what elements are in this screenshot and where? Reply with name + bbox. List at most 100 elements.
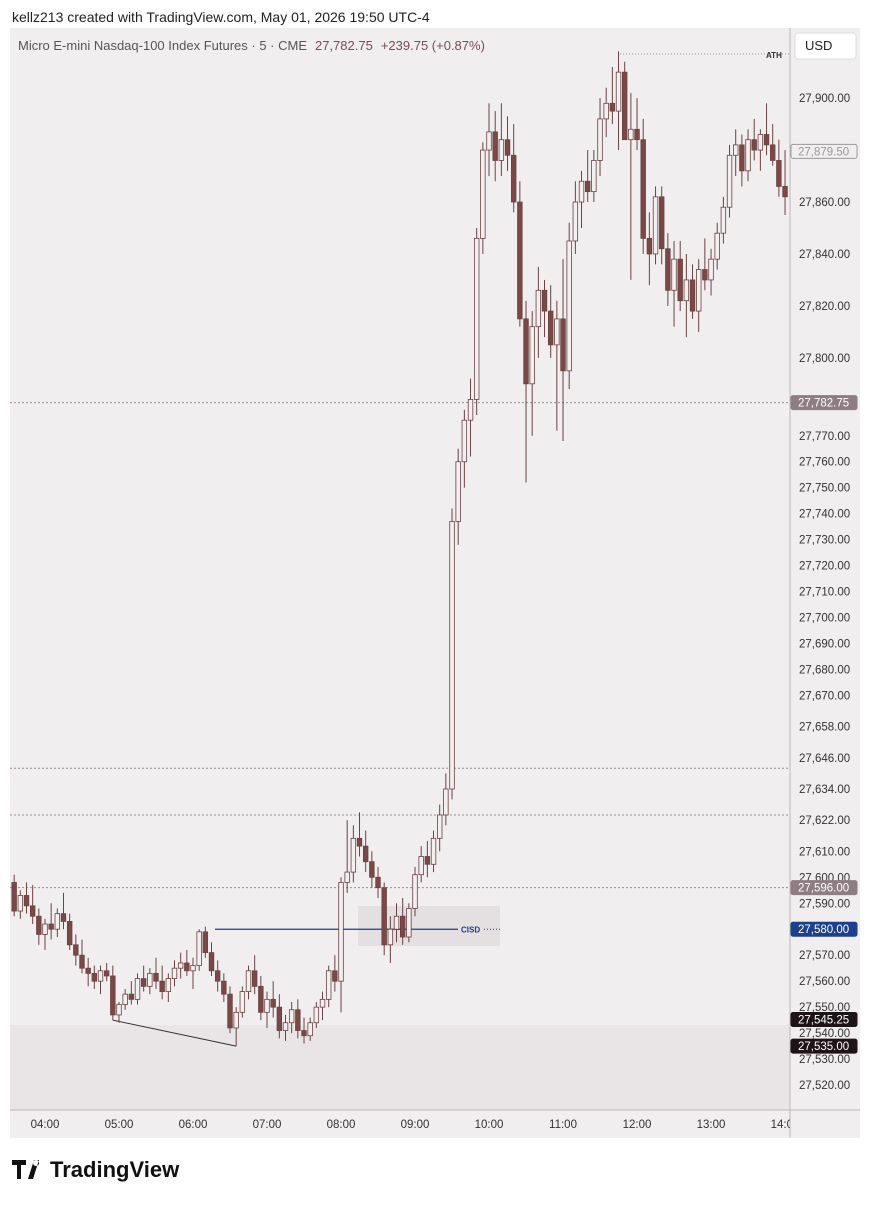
chart-panel: [10, 28, 860, 1138]
candle-body: [634, 128, 640, 141]
y-tick-label: 27,658.00: [799, 722, 850, 734]
y-tick-label: 27,700.00: [799, 613, 850, 625]
candle-body: [17, 895, 24, 912]
x-tick-label: 05:00: [105, 1119, 134, 1131]
candle-body: [85, 967, 91, 974]
y-tick-label: 27,820.00: [799, 301, 850, 313]
candle-body: [36, 915, 42, 935]
y-tick-label: 27,520.00: [799, 1080, 850, 1092]
ath-label: ATH: [766, 51, 782, 60]
y-tick-label: 27,860.00: [799, 197, 850, 209]
candle-body: [362, 845, 369, 863]
candle-body: [375, 876, 381, 889]
candle-body: [498, 139, 505, 161]
price-badge-label: 27,545.25: [798, 1014, 849, 1026]
candle-body: [739, 144, 745, 172]
x-tick-label: 14:00: [771, 1119, 800, 1131]
candle-body: [529, 326, 535, 385]
candle-body: [671, 258, 677, 291]
candle-body: [418, 856, 424, 876]
candle-body: [307, 1022, 313, 1037]
candle-body: [134, 978, 141, 1000]
price-badge: [790, 395, 858, 411]
candle-body: [560, 318, 566, 372]
candle-body: [406, 908, 412, 938]
y-tick-label: 27,680.00: [799, 665, 850, 677]
candle-body: [683, 279, 690, 302]
candle-body: [73, 944, 79, 956]
candle-body: [436, 814, 443, 839]
price-badge: [790, 143, 858, 159]
x-tick-label: 07:00: [253, 1119, 282, 1131]
candle-body: [313, 1006, 320, 1024]
candle-body: [449, 521, 455, 790]
candle-body: [184, 962, 190, 972]
candle-body: [455, 461, 461, 522]
price-badge-label: 27,782.75: [798, 398, 849, 410]
candle-body: [782, 186, 788, 198]
price-badge: [790, 1011, 858, 1027]
candle-body: [591, 160, 597, 193]
candle-body: [140, 978, 147, 987]
candle-body: [264, 998, 270, 1013]
candle-body: [535, 289, 542, 328]
candle-body: [128, 993, 135, 1000]
candle-body: [726, 154, 733, 208]
candle-body: [356, 837, 363, 847]
candle-body: [60, 913, 67, 922]
candle-body: [338, 882, 344, 982]
candle-body: [443, 788, 449, 816]
candle-body: [110, 975, 116, 1016]
change: +239.75 (+0.87%): [381, 38, 485, 53]
candle-body: [245, 970, 252, 992]
candle-body: [554, 318, 560, 346]
axes: 27,900.00 27,860.00 27,840.00 27,820.00 27,8…: [31, 93, 858, 1131]
candle-body: [214, 970, 221, 982]
candle-body: [572, 201, 579, 242]
candle-body: [776, 160, 782, 187]
candle-body: [566, 240, 572, 372]
candle-body: [116, 1004, 122, 1016]
candle-body: [708, 258, 714, 281]
candle-body: [97, 970, 104, 982]
y-tick-label: 27,840.00: [799, 249, 850, 261]
candle-body: [467, 399, 474, 421]
candle-body: [615, 71, 622, 112]
candle-body: [393, 915, 400, 930]
x-tick-label: 13:00: [697, 1119, 726, 1131]
candle-body: [54, 913, 61, 930]
x-tick-label: 04:00: [31, 1119, 60, 1131]
candle-body: [251, 970, 258, 987]
candle-body: [412, 874, 418, 909]
currency-button[interactable]: [794, 32, 857, 60]
candle-body: [733, 144, 739, 156]
candle-body: [578, 180, 585, 203]
candle-body: [177, 962, 184, 969]
candle-body: [325, 970, 332, 1000]
y-tick-label: 27,770.00: [799, 431, 850, 443]
price-badge-label: 27,879.50: [798, 146, 849, 158]
candle-body: [541, 289, 548, 312]
cisd-label: CISD: [461, 926, 480, 935]
candle-body: [79, 954, 85, 969]
zone: [10, 1025, 790, 1110]
currency[interactable]: USD: [805, 38, 832, 53]
candle-body: [332, 970, 338, 982]
candle-body: [584, 180, 591, 193]
candle-body: [523, 318, 529, 385]
y-tick-label: 27,530.00: [799, 1054, 850, 1066]
price-badge: [790, 1038, 858, 1054]
candle-body: [301, 1030, 307, 1037]
candle-body: [288, 1009, 295, 1024]
legend: Micro E-mini Nasdaq-100 Index Futures · …: [18, 38, 485, 53]
y-tick-label: 27,710.00: [799, 587, 850, 599]
logo: TradingView: [12, 1157, 180, 1182]
y-tick-label: 27,550.00: [799, 1002, 850, 1014]
candle-body: [122, 993, 128, 1005]
price-badge: [790, 921, 858, 937]
candle-body: [609, 102, 616, 112]
time-axis: 04:00 05:00 06:00 07:00 08:00 09:00 10:00 11:00…: [31, 1119, 800, 1131]
candle-body: [319, 998, 326, 1008]
price-badge: [790, 880, 858, 896]
candle-body: [430, 837, 437, 865]
